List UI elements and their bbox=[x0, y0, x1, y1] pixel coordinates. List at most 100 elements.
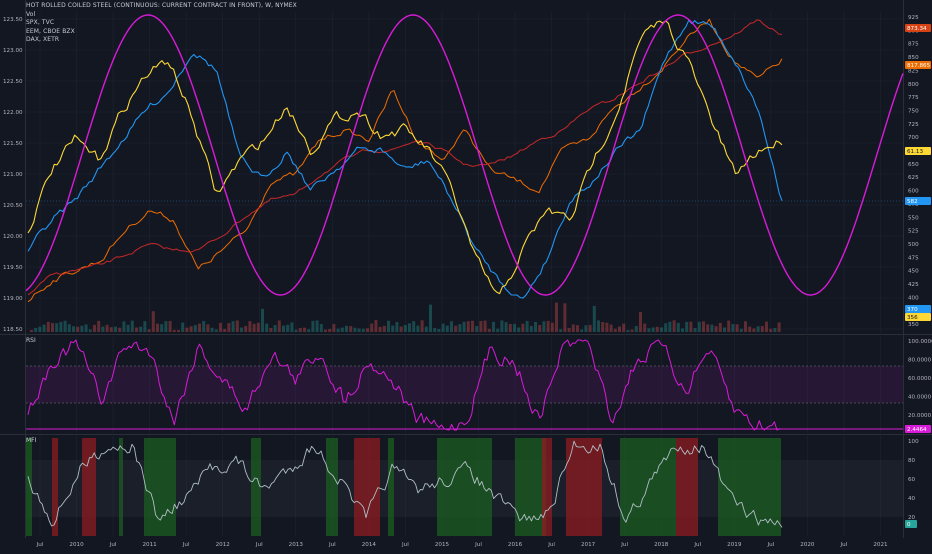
volume-bar bbox=[252, 323, 256, 332]
volume-bar bbox=[660, 327, 663, 332]
right-axis-label: 350 bbox=[908, 322, 919, 328]
legend-dax[interactable]: DAX, XETR bbox=[26, 36, 60, 43]
volume-bar bbox=[387, 320, 390, 332]
volume-bar bbox=[765, 321, 768, 332]
volume-bar bbox=[139, 326, 143, 332]
volume-bar bbox=[181, 322, 185, 332]
x-tick-label: Jul bbox=[474, 542, 482, 548]
volume-bar bbox=[328, 328, 332, 332]
price-badge-label: 817.865 bbox=[907, 63, 931, 69]
volume-bar bbox=[122, 321, 126, 332]
mfi-oversold-zone bbox=[251, 438, 261, 536]
volume-bar bbox=[542, 321, 546, 332]
volume-bar bbox=[466, 321, 470, 332]
volume-bar bbox=[382, 325, 386, 332]
mfi-oversold-zone bbox=[620, 438, 676, 536]
x-tick-label: 2016 bbox=[508, 542, 523, 548]
volume-bar bbox=[114, 326, 117, 332]
volume-bar bbox=[735, 324, 739, 332]
volume-bar bbox=[622, 323, 626, 332]
mfi-oversold-zone bbox=[437, 438, 492, 536]
volume-bar bbox=[269, 328, 273, 332]
right-axis-label: 550 bbox=[908, 215, 919, 221]
right-axis-label: 725 bbox=[908, 122, 919, 128]
volume-bar bbox=[517, 327, 521, 332]
mfi-oversold-zone bbox=[326, 438, 338, 536]
x-tick-label: 2015 bbox=[435, 542, 450, 548]
mfi-oversold-zone bbox=[515, 438, 546, 536]
volume-bar bbox=[727, 320, 731, 332]
x-tick-label: 2011 bbox=[143, 542, 158, 548]
volume-bar bbox=[303, 327, 306, 332]
volume-bar bbox=[693, 328, 697, 332]
right-axis-label: 525 bbox=[908, 229, 919, 235]
volume-bar bbox=[349, 326, 353, 332]
volume-bar bbox=[672, 320, 676, 332]
blue-series-line bbox=[27, 19, 783, 299]
legend-hrc[interactable]: HOT ROLLED COILED STEEL (CONTINUOUS: CUR… bbox=[26, 2, 297, 9]
volume-bar bbox=[643, 323, 647, 332]
volume-bar bbox=[714, 326, 718, 332]
volume-bar bbox=[647, 328, 651, 332]
volume-bar bbox=[773, 328, 777, 332]
x-tick-label: 2018 bbox=[654, 542, 669, 548]
volume-bar bbox=[286, 324, 290, 332]
volume-bar bbox=[151, 311, 155, 332]
x-tick-label: Jul bbox=[182, 542, 190, 548]
volume-bar bbox=[206, 324, 210, 332]
volume-bar bbox=[744, 321, 747, 332]
right-axis-label: 825 bbox=[908, 68, 919, 74]
volume-bar bbox=[273, 325, 277, 332]
volume-bar bbox=[189, 326, 193, 332]
left-axis-label: 119.00 bbox=[3, 296, 23, 302]
volume-bar bbox=[319, 323, 323, 332]
volume-bar bbox=[424, 326, 428, 332]
volume-bar bbox=[353, 327, 357, 332]
x-tick-label: Jul bbox=[328, 542, 336, 548]
right-axis-label: 650 bbox=[908, 162, 919, 168]
volume-bar bbox=[458, 324, 462, 332]
left-axis-label: 123.00 bbox=[3, 48, 23, 54]
volume-bar bbox=[777, 322, 781, 332]
volume-bar bbox=[534, 321, 537, 332]
volume-bar bbox=[210, 327, 214, 332]
volume-bar bbox=[315, 320, 319, 332]
volume-bar bbox=[731, 323, 735, 332]
left-axis-label: 122.50 bbox=[3, 79, 23, 85]
volume-bar bbox=[450, 321, 453, 332]
volume-bar bbox=[433, 327, 437, 332]
volume-bar bbox=[143, 321, 147, 332]
legend-eem[interactable]: EEM, CBOE BZX bbox=[26, 27, 75, 35]
legend-spx[interactable]: SPX, TVC bbox=[26, 19, 55, 26]
volume-bar bbox=[597, 320, 600, 332]
volume-bar bbox=[630, 329, 634, 332]
volume-bar bbox=[332, 323, 336, 332]
volume-bar bbox=[651, 327, 655, 332]
x-tick-label: Jul bbox=[840, 542, 848, 548]
right-axis-label: 600 bbox=[908, 189, 919, 195]
volume-bar bbox=[256, 322, 260, 332]
volume-bar bbox=[639, 311, 642, 332]
volume-bar bbox=[471, 320, 474, 332]
volume-bar bbox=[580, 329, 584, 332]
volume-bar bbox=[634, 325, 638, 332]
volume-bar bbox=[445, 325, 449, 332]
rsi-axis-label: 80.0000 bbox=[908, 358, 932, 364]
volume-bar bbox=[567, 328, 571, 332]
rsi-line bbox=[27, 339, 783, 431]
legend-vol[interactable]: Vol bbox=[26, 10, 36, 18]
volume-bar bbox=[67, 324, 71, 332]
rsi-axis-label: 20.0000 bbox=[908, 413, 932, 419]
volume-bar bbox=[93, 324, 96, 332]
volume-bar bbox=[311, 320, 315, 332]
cycle-curve bbox=[25, 14, 904, 296]
volume-bar bbox=[357, 328, 361, 332]
price-badge-label: 582 bbox=[907, 199, 918, 205]
volume-bar bbox=[723, 327, 726, 332]
x-tick-label: 2012 bbox=[216, 542, 230, 548]
volume-bar bbox=[420, 320, 424, 332]
mfi-axis-label: 60 bbox=[908, 477, 916, 483]
mfi-axis-label: 80 bbox=[908, 458, 916, 464]
volume-bar bbox=[748, 326, 752, 332]
